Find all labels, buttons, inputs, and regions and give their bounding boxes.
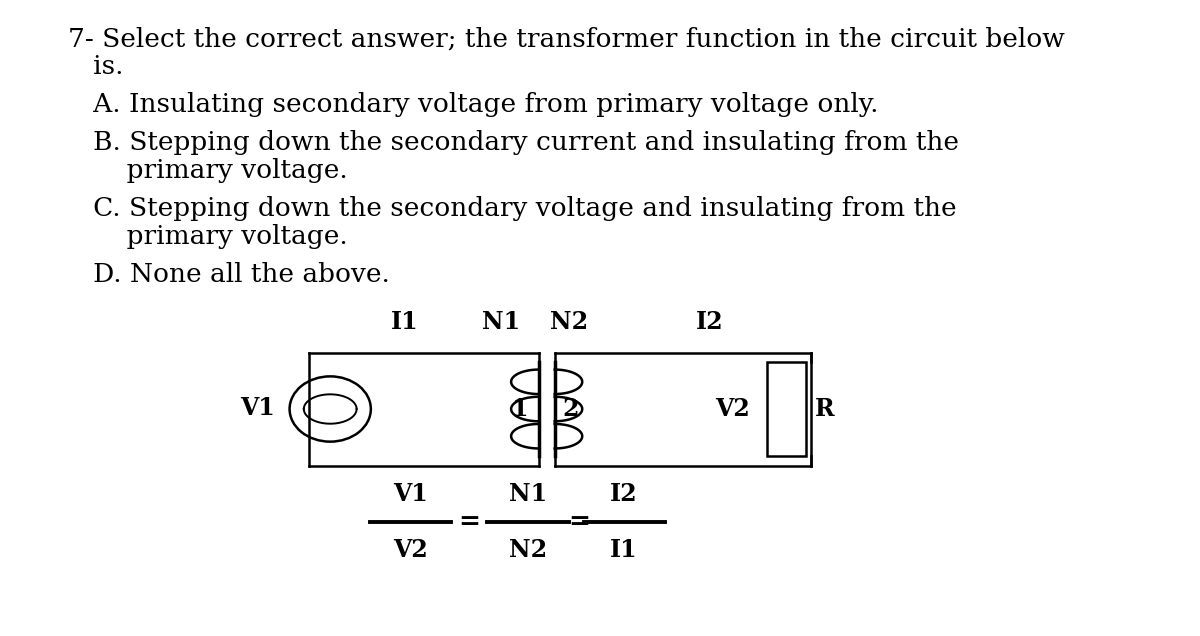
Text: A. Insulating secondary voltage from primary voltage only.: A. Insulating secondary voltage from pri… bbox=[68, 92, 878, 117]
Text: primary voltage.: primary voltage. bbox=[68, 158, 348, 183]
Text: R: R bbox=[815, 397, 834, 421]
Text: =: = bbox=[569, 509, 590, 534]
Text: I1: I1 bbox=[611, 537, 638, 562]
Text: D. None all the above.: D. None all the above. bbox=[68, 261, 390, 286]
Text: V1: V1 bbox=[394, 482, 427, 506]
Text: N1: N1 bbox=[509, 482, 547, 506]
Text: V2: V2 bbox=[715, 397, 750, 421]
Text: I2: I2 bbox=[611, 482, 638, 506]
Text: 2: 2 bbox=[562, 397, 578, 421]
Text: primary voltage.: primary voltage. bbox=[68, 224, 348, 249]
Text: I2: I2 bbox=[696, 310, 724, 334]
Text: is.: is. bbox=[68, 55, 124, 80]
Text: V1: V1 bbox=[240, 396, 275, 420]
Text: C. Stepping down the secondary voltage and insulating from the: C. Stepping down the secondary voltage a… bbox=[68, 196, 956, 221]
Text: N2: N2 bbox=[550, 310, 588, 334]
Text: 7- Select the correct answer; the transformer function in the circuit below: 7- Select the correct answer; the transf… bbox=[68, 26, 1066, 51]
Text: V2: V2 bbox=[394, 537, 427, 562]
Text: B. Stepping down the secondary current and insulating from the: B. Stepping down the secondary current a… bbox=[68, 130, 959, 155]
Text: 1: 1 bbox=[511, 397, 528, 421]
Text: N2: N2 bbox=[509, 537, 547, 562]
Text: I1: I1 bbox=[391, 310, 419, 334]
Text: N1: N1 bbox=[482, 310, 521, 334]
Text: =: = bbox=[458, 509, 480, 534]
